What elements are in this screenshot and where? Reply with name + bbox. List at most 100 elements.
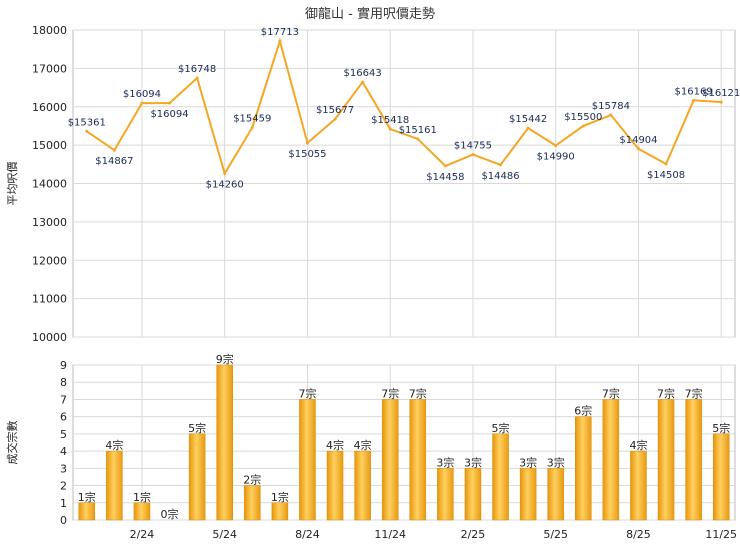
price-data-label: $15418	[371, 115, 409, 126]
top-y-tick-label: 11000	[32, 293, 67, 306]
volume-bar	[188, 433, 206, 521]
bottom-y-axis-title: 成交宗數	[5, 421, 19, 465]
price-data-label: $14260	[206, 180, 244, 191]
price-point	[554, 144, 558, 148]
volume-bar	[657, 399, 675, 521]
price-data-label: $17713	[261, 27, 299, 38]
price-data-label: $14458	[426, 172, 464, 183]
top-y-tick-label: 18000	[32, 24, 67, 37]
bottom-y-tick-label: 3	[60, 462, 67, 475]
top-y-axis-title: 平均呎價	[5, 162, 19, 206]
price-point	[140, 101, 144, 105]
top-y-tick-label: 10000	[32, 331, 67, 344]
volume-bar	[630, 450, 647, 521]
volume-bar	[464, 468, 482, 521]
price-data-label: $14867	[95, 156, 133, 167]
volume-data-label: 4宗	[326, 438, 344, 452]
top-y-tick-label: 14000	[32, 178, 67, 191]
price-data-label: $15459	[233, 114, 271, 125]
volume-bar-chart: 0 1 2 3 4 5 6 7 8 9 成交宗數 1宗 4宗 1宗 0宗 5宗 9宗 2宗 1宗 7宗 4宗 4宗 7宗 7宗…	[5, 352, 737, 541]
volume-bar	[106, 450, 123, 521]
x-tick-label: 11/25	[705, 528, 737, 541]
bottom-y-tick-label: 1	[60, 497, 67, 510]
volume-data-label: 6宗	[574, 404, 592, 418]
price-point	[305, 141, 309, 145]
volume-bar	[519, 468, 537, 521]
price-point	[416, 137, 420, 141]
volume-bar	[354, 450, 371, 521]
price-series-line	[86, 37, 722, 177]
volume-bar	[712, 433, 730, 521]
volume-data-label: 4宗	[629, 438, 647, 452]
volume-data-label: 1宗	[133, 490, 151, 504]
price-point	[223, 172, 227, 176]
price-data-label: $15055	[288, 149, 326, 160]
volume-data-label: 3宗	[519, 455, 537, 469]
price-data-label: $15677	[316, 105, 354, 116]
bottom-y-tick-label: 4	[60, 445, 67, 458]
price-point	[388, 127, 392, 131]
volume-bar	[244, 485, 261, 521]
top-y-tick-label: 15000	[32, 139, 67, 152]
bottom-y-tick-label: 0	[60, 514, 67, 527]
volume-data-label: 0宗	[161, 507, 179, 521]
volume-bar	[409, 399, 427, 521]
price-point	[361, 80, 365, 84]
price-data-label: $14486	[481, 171, 519, 182]
price-point	[112, 148, 116, 152]
volume-bar	[299, 399, 316, 521]
volume-data-label: 4宗	[354, 438, 372, 452]
volume-data-label: 7宗	[602, 386, 620, 400]
x-tick-label: 5/24	[212, 528, 237, 541]
price-data-label: $16121	[702, 88, 740, 99]
x-tick-label: 2/25	[461, 528, 486, 541]
volume-data-label: 3宗	[436, 455, 454, 469]
price-data-label: $16094	[150, 109, 188, 120]
price-data-label: $15784	[592, 101, 630, 112]
bottom-y-tick-label: 9	[60, 359, 67, 372]
volume-data-label: 7宗	[685, 386, 703, 400]
volume-bar	[492, 433, 509, 521]
x-tick-label: 2/24	[130, 528, 155, 541]
volume-data-label: 7宗	[381, 386, 399, 400]
bottom-plot-area	[72, 364, 736, 521]
x-tick-label: 11/24	[374, 528, 406, 541]
volume-bar	[133, 502, 151, 521]
volume-bar	[575, 416, 592, 521]
price-point	[168, 101, 172, 105]
price-point	[443, 164, 447, 168]
volume-bar	[381, 399, 399, 521]
volume-bar	[602, 399, 620, 521]
volume-bar	[685, 399, 702, 521]
price-point	[195, 76, 199, 80]
volume-bar	[78, 502, 96, 521]
volume-data-label: 5宗	[492, 421, 510, 435]
bottom-y-tick-label: 5	[60, 428, 67, 441]
volume-bar	[326, 450, 344, 521]
volume-data-label: 4宗	[105, 438, 123, 452]
volume-data-label: 3宗	[547, 455, 565, 469]
price-data-label: $14755	[454, 141, 492, 152]
volume-bar	[437, 468, 454, 521]
price-point	[664, 162, 668, 166]
price-point	[609, 113, 613, 117]
top-y-tick-label: 17000	[32, 62, 67, 75]
price-point	[692, 98, 696, 102]
price-point	[471, 153, 475, 157]
price-point	[636, 147, 640, 151]
volume-data-label: 1宗	[271, 490, 289, 504]
volume-data-label: 2宗	[243, 473, 261, 487]
x-tick-label: 8/24	[295, 528, 320, 541]
volume-data-label: 3宗	[464, 455, 482, 469]
x-tick-label: 5/25	[543, 528, 568, 541]
price-data-label: $15161	[399, 125, 437, 136]
price-point	[85, 129, 89, 133]
price-point	[250, 126, 254, 130]
price-data-label: $16643	[344, 68, 382, 79]
price-data-label: $14508	[647, 170, 685, 181]
price-data-label: $16094	[123, 89, 161, 100]
top-y-tick-label: 16000	[32, 101, 67, 114]
volume-data-label: 5宗	[712, 421, 730, 435]
volume-data-label: 9宗	[216, 352, 234, 366]
